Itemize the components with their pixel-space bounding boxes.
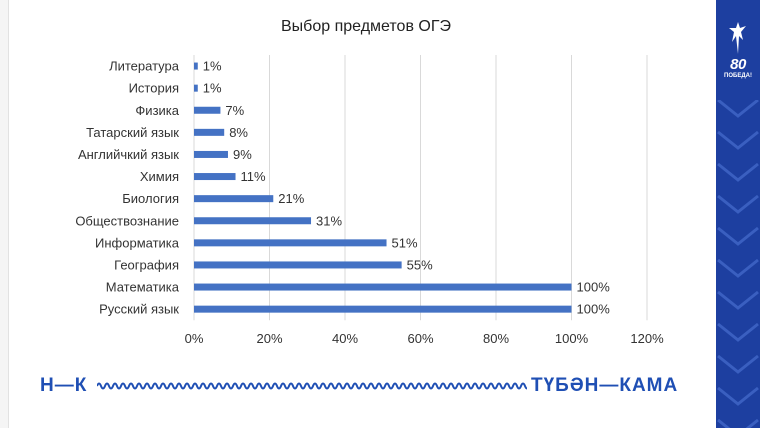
monument-icon: [729, 22, 746, 54]
category-label: Информатика: [95, 235, 180, 250]
chevron-pattern: [717, 354, 759, 374]
data-label: 7%: [225, 103, 244, 118]
bar: [194, 283, 572, 291]
footer-wave-icon: [97, 382, 527, 390]
category-label: Английчкий язык: [78, 147, 179, 162]
x-tick-label: 120%: [630, 331, 664, 346]
chevron-pattern: [717, 418, 759, 428]
data-label: 8%: [229, 125, 248, 140]
data-label: 55%: [407, 257, 433, 272]
chevron-pattern: [717, 226, 759, 246]
category-label: Литература: [109, 59, 180, 74]
bar: [194, 84, 198, 92]
category-label: Обществознание: [75, 213, 179, 228]
chevron-pattern: [717, 194, 759, 214]
bar: [194, 128, 225, 136]
slide-content: [8, 0, 717, 428]
data-label: 11%: [241, 169, 266, 184]
chevron-pattern: [717, 162, 759, 182]
bar: [194, 173, 236, 181]
data-label: 9%: [233, 147, 252, 162]
bar: [194, 261, 402, 269]
category-label: Татарский язык: [86, 125, 179, 140]
badge-word: ПОБЕДА!: [724, 73, 752, 79]
chevron-pattern: [717, 322, 759, 342]
category-label: Биология: [122, 191, 179, 206]
x-tick-label: 80%: [483, 331, 509, 346]
data-label: 1%: [203, 81, 222, 96]
chevron-pattern: [717, 100, 759, 118]
chevron-pattern: [717, 290, 759, 310]
bar: [194, 62, 198, 70]
data-label: 21%: [278, 191, 304, 206]
bar: [194, 305, 572, 313]
chevron-pattern: [717, 386, 759, 406]
side-band: 80 ПОБЕДА!: [716, 0, 760, 428]
bar: [194, 195, 274, 203]
category-label: История: [129, 81, 179, 96]
x-tick-label: 100%: [555, 331, 589, 346]
category-label: Физика: [135, 103, 179, 118]
x-tick-label: 20%: [256, 331, 282, 346]
footer-left-label: Н—К: [40, 375, 88, 396]
bar: [194, 217, 312, 225]
category-label: География: [114, 257, 179, 272]
band-pattern-icon: [717, 100, 759, 428]
x-tick-label: 40%: [332, 331, 358, 346]
bar-chart: 0% 20% 40% 60% 80% 100% 120% Литература 1% Истори…: [75, 55, 664, 346]
category-label: Математика: [106, 280, 180, 295]
chevron-pattern: [717, 130, 759, 150]
category-label: Химия: [140, 169, 179, 184]
data-label: 31%: [316, 213, 342, 228]
data-label: 100%: [577, 280, 611, 295]
badge-number: 80: [730, 56, 746, 73]
category-label: Русский язык: [99, 302, 179, 317]
footer-right-label: ТҮБӘН—КАМА: [531, 375, 679, 396]
bar: [194, 106, 221, 114]
x-tick-label: 0%: [185, 331, 204, 346]
bar: [194, 239, 387, 247]
bar: [194, 150, 228, 158]
victory-80-logo: 80 ПОБЕДА!: [719, 20, 757, 90]
data-label: 51%: [392, 235, 418, 250]
x-tick-label: 60%: [407, 331, 433, 346]
data-label: 1%: [203, 59, 222, 74]
data-label: 100%: [577, 302, 611, 317]
chart-title: Выбор предметов ОГЭ: [281, 18, 451, 35]
chevron-pattern: [717, 258, 759, 278]
